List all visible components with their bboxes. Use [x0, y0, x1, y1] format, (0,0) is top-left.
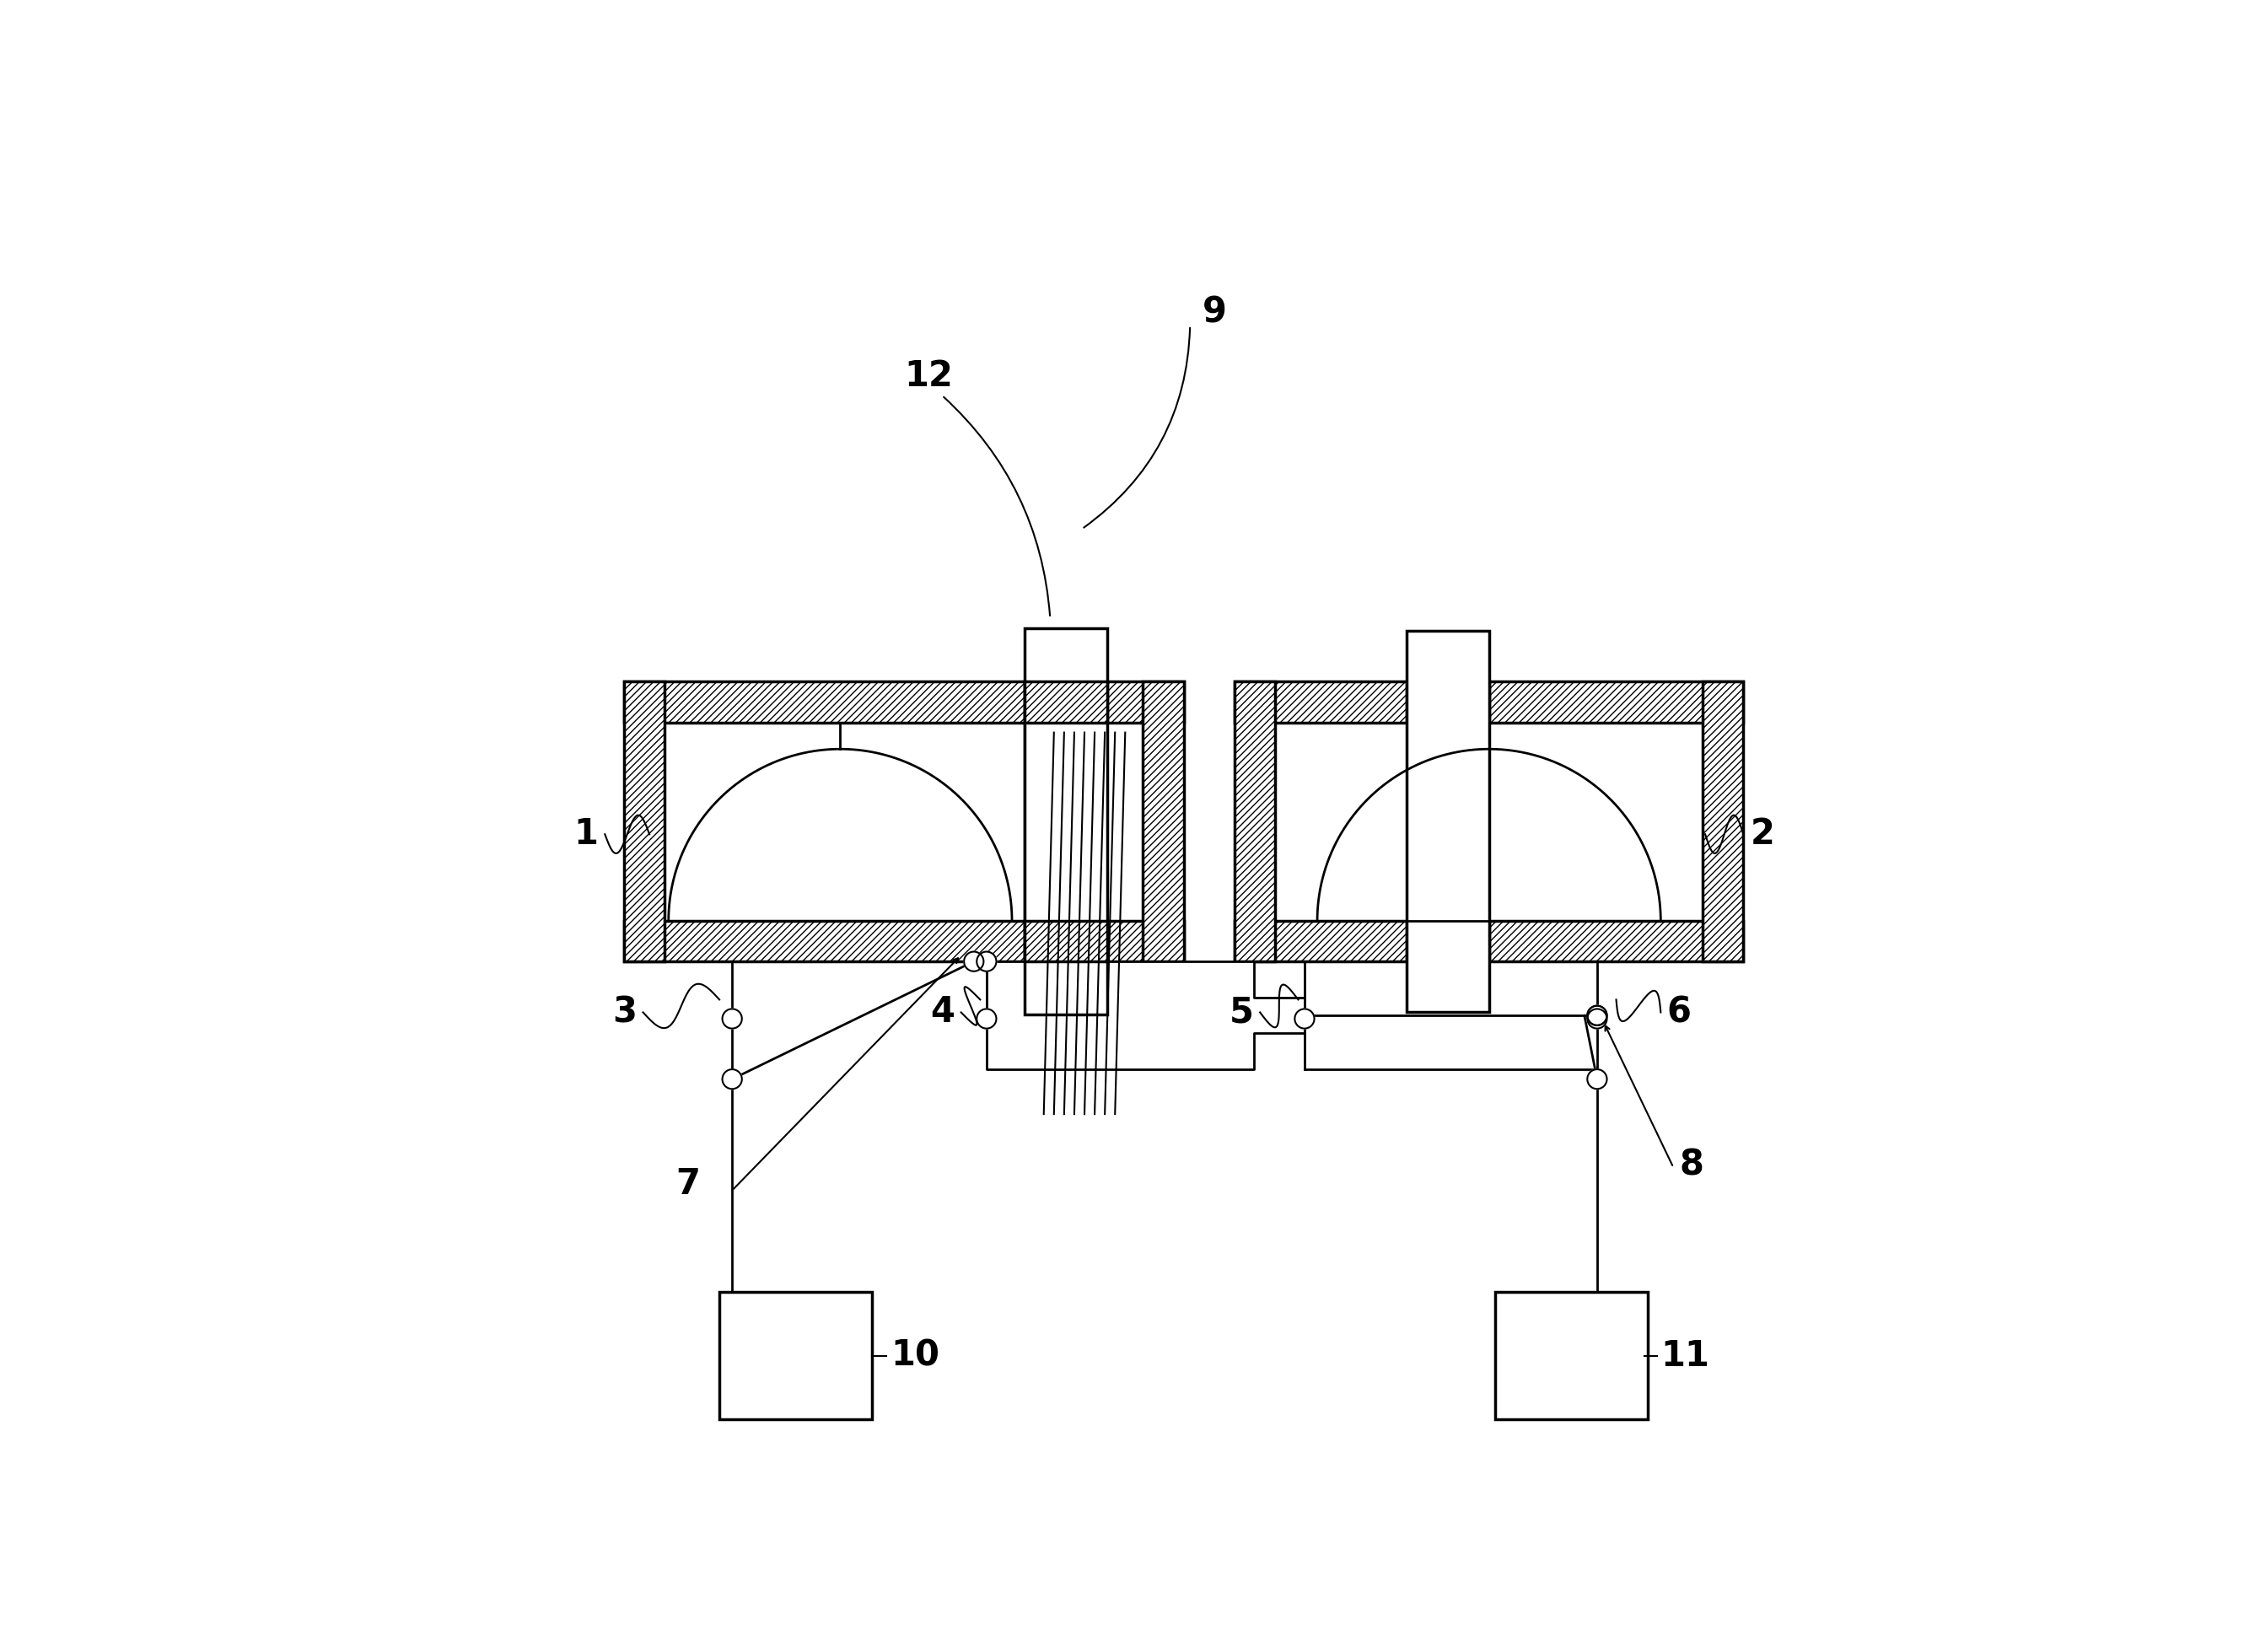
Text: 9: 9	[1202, 296, 1227, 330]
Bar	[1234, 682, 1406, 722]
Bar	[1024, 682, 1107, 722]
Bar	[1489, 682, 1742, 722]
Polygon shape	[988, 961, 1304, 1069]
Bar	[1489, 920, 1742, 961]
Bar	[1489, 722, 1702, 920]
Bar	[624, 682, 664, 961]
Circle shape	[965, 952, 983, 971]
Bar	[1406, 631, 1489, 1013]
Text: 5: 5	[1229, 995, 1254, 1031]
Bar	[1144, 682, 1184, 961]
Bar	[719, 1292, 872, 1419]
Bar	[1496, 1292, 1648, 1419]
Bar	[1107, 722, 1144, 920]
Circle shape	[976, 952, 997, 971]
Text: 4: 4	[931, 995, 954, 1031]
Circle shape	[723, 1069, 741, 1089]
Bar	[624, 920, 1184, 961]
Text: 6: 6	[1668, 995, 1690, 1031]
Circle shape	[1587, 1006, 1607, 1026]
Text: 12: 12	[904, 358, 954, 395]
Bar	[1234, 682, 1275, 961]
Text: 8: 8	[1679, 1146, 1704, 1183]
Bar	[1275, 722, 1406, 920]
Circle shape	[1295, 1009, 1315, 1029]
Bar	[1024, 628, 1107, 1014]
Bar	[1702, 682, 1742, 961]
Text: 1: 1	[574, 816, 599, 852]
Circle shape	[976, 1009, 997, 1029]
Text: 2: 2	[1749, 816, 1774, 852]
Circle shape	[1587, 1069, 1607, 1089]
Text: 3: 3	[612, 995, 637, 1031]
Bar	[664, 722, 1024, 920]
Bar	[1234, 920, 1406, 961]
Circle shape	[1587, 1009, 1607, 1029]
Text: 11: 11	[1661, 1338, 1709, 1373]
Text: 7: 7	[676, 1166, 701, 1201]
Bar	[1024, 920, 1107, 961]
Circle shape	[723, 1009, 741, 1029]
Text: 10: 10	[890, 1338, 940, 1373]
Bar	[624, 682, 1184, 722]
Bar	[1024, 682, 1064, 961]
Circle shape	[1587, 1006, 1607, 1026]
